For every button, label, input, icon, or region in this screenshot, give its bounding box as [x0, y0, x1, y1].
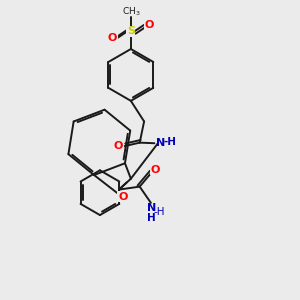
Text: O: O: [118, 192, 128, 202]
Text: O: O: [108, 33, 117, 43]
Text: -H: -H: [154, 207, 166, 217]
Text: N: N: [156, 138, 165, 148]
Text: -H: -H: [163, 137, 176, 147]
Text: O: O: [145, 20, 154, 30]
Text: H: H: [147, 212, 156, 223]
Text: O: O: [114, 141, 123, 151]
Text: O: O: [150, 165, 160, 175]
Text: N: N: [147, 203, 156, 213]
Text: S: S: [127, 26, 135, 36]
Text: CH$_3$: CH$_3$: [122, 6, 140, 18]
